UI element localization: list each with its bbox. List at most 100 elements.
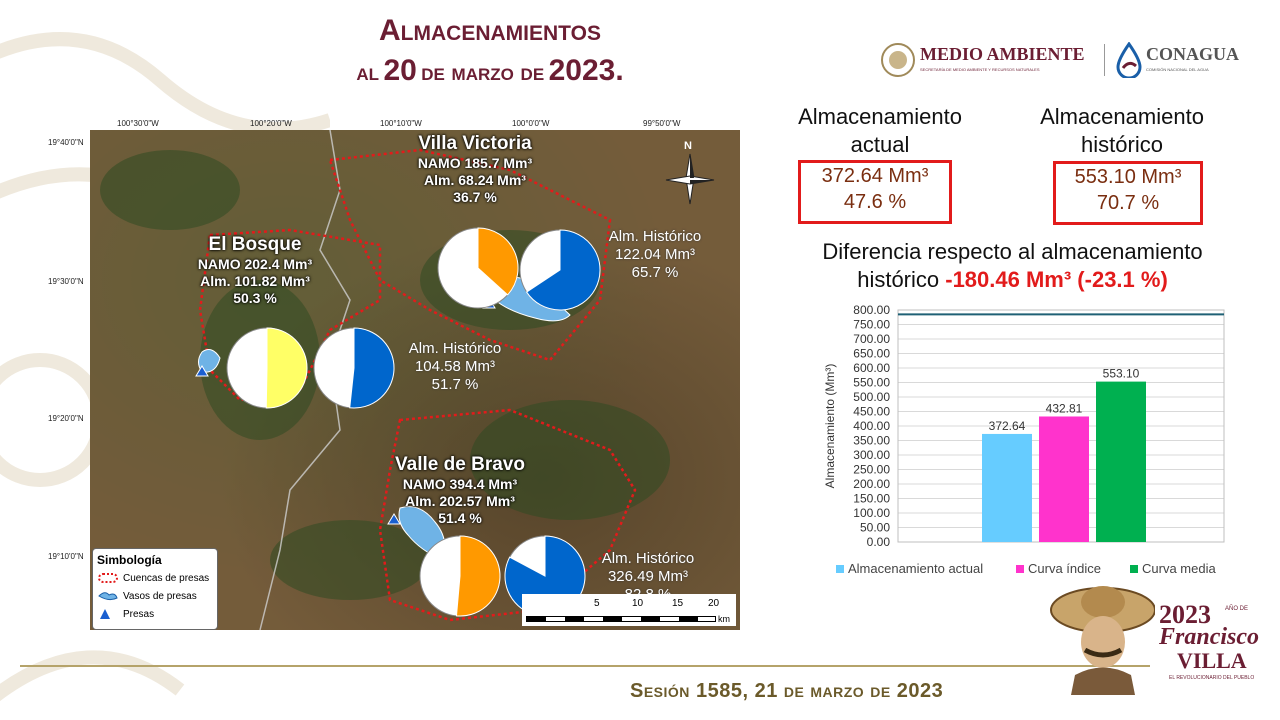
- y-tick-label: 250.00: [853, 463, 890, 477]
- difference-line-1: Diferencia respecto al almacenamiento: [822, 239, 1203, 264]
- el-bosque-label: El Bosque NAMO 202.4 Mm³ Alm. 101.82 Mm³…: [197, 234, 313, 306]
- el-bosque-current-pie: [226, 327, 308, 409]
- legend-swatch: [836, 565, 844, 573]
- villa-victoria-current-pie-slice: [477, 227, 519, 296]
- bar-1: [1039, 416, 1089, 542]
- y-tick-label: 550.00: [853, 376, 890, 390]
- dam-triangle-icon: [100, 609, 110, 619]
- session-footer: Sesión 1585, 21 de marzo de 2023: [630, 680, 944, 702]
- y-tick-label: 150.00: [853, 492, 890, 506]
- el-bosque-current-pie-slice: [265, 327, 308, 409]
- coord-left-3: 19°20'0"N: [48, 414, 84, 423]
- reservoir-shape-icon: [98, 592, 118, 601]
- coord-top-5: 99°50'0"W: [643, 119, 681, 128]
- el-bosque-reservoir: [198, 349, 221, 373]
- francisco-villa-portrait-icon: [1050, 586, 1155, 695]
- title-year: 2023.: [548, 54, 624, 87]
- government-logos: MEDIO AMBIENTE SECRETARÍA DE MEDIO AMBIE…: [880, 40, 1250, 84]
- valle-de-bravo-label: Valle de Bravo NAMO 394.4 Mm³ Alm. 202.5…: [395, 454, 525, 526]
- villa-victoria-historic-pie-slice: [525, 229, 601, 311]
- y-tick-label: 0.00: [867, 535, 891, 549]
- north-label: N: [684, 140, 692, 152]
- villa-victoria-basin: [328, 148, 612, 362]
- reservoir-pie-charts: [226, 227, 601, 617]
- legend-swatch: [1130, 565, 1138, 573]
- legend-label: Curva índice: [1028, 561, 1101, 576]
- title-mid: de marzo de: [421, 59, 545, 86]
- title-day: 20: [383, 54, 417, 87]
- scale-10: 10: [632, 598, 644, 609]
- bar-0: [982, 433, 1032, 542]
- badge-year: 2023: [1159, 600, 1211, 629]
- coord-top-1: 100°30'0"W: [117, 119, 159, 128]
- y-tick-label: 600.00: [853, 361, 890, 375]
- y-tick-label: 700.00: [853, 332, 890, 346]
- valle-de-bravo-current-pie: [419, 535, 501, 617]
- difference-text: Diferencia respecto al almacenamiento hi…: [765, 238, 1260, 294]
- y-tick-label: 750.00: [853, 318, 890, 332]
- villa-victoria-current-pie: [437, 227, 519, 309]
- coord-left-4: 19°10'0"N: [48, 552, 84, 561]
- coord-left-1: 19°40'0"N: [48, 138, 84, 147]
- mexico-seal-icon: [881, 43, 915, 77]
- scale-20: 20: [708, 598, 720, 609]
- y-tick-label: 800.00: [853, 303, 890, 317]
- valle-de-bravo-dam-icon: [387, 513, 401, 525]
- conagua-drop-icon: [1116, 42, 1142, 78]
- bar-value-label: 372.64: [989, 419, 1026, 433]
- y-tick-label: 650.00: [853, 347, 890, 361]
- title-line-1: Almacenamientos: [379, 14, 601, 47]
- coord-top-3: 100°10'0"W: [380, 119, 422, 128]
- coord-top-2: 100°20'0"W: [250, 119, 292, 128]
- bar-2: [1096, 381, 1146, 542]
- legend-label: Almacenamiento actual: [848, 561, 983, 576]
- scale-15: 15: [672, 598, 684, 609]
- legend-item-basins: Cuencas de presas: [97, 569, 217, 587]
- map-legend: Simbología Cuencas de presas Vasos de pr…: [92, 548, 218, 630]
- y-axis-label: Almacenamiento (Mm³): [823, 364, 837, 489]
- page-subtitle: al 20 de marzo de 2023.: [230, 54, 750, 88]
- el-bosque-historic-pie: [313, 327, 395, 409]
- villa-victoria-historic-label: Alm. Histórico 122.04 Mm³ 65.7 %: [608, 228, 702, 281]
- badge-name-villa: VILLA: [1177, 648, 1247, 673]
- actual-storage-value: 372.64 Mm³: [821, 165, 929, 187]
- villa-victoria-label: Villa Victoria NAMO 185.7 Mm³ Alm. 68.24…: [417, 133, 533, 205]
- actual-storage-box: 372.64 Mm³ 47.6 %: [798, 160, 952, 224]
- scale-5: 5: [594, 598, 600, 609]
- page-title: Almacenamientos: [230, 14, 750, 48]
- map-terrain: [90, 130, 740, 630]
- coord-left-2: 19°30'0"N: [48, 277, 84, 286]
- y-tick-label: 450.00: [853, 405, 890, 419]
- y-tick-label: 350.00: [853, 434, 890, 448]
- actual-storage-label: Almacenamiento actual: [798, 104, 962, 157]
- legend-swatch: [1016, 565, 1024, 573]
- historic-storage-box: 553.10 Mm³ 70.7 %: [1053, 161, 1203, 225]
- scale-bar-graphic: [526, 616, 716, 622]
- actual-storage-percent: 47.6 %: [843, 191, 907, 213]
- y-tick-label: 400.00: [853, 419, 890, 433]
- villa-victoria-historic-pie: [519, 229, 601, 311]
- badge-motto: EL REVOLUCIONARIO DEL PUEBLO: [1169, 675, 1255, 681]
- storage-bar-chart: 0.0050.00100.00150.00200.00250.00300.003…: [823, 303, 1225, 576]
- medio-ambiente-logo-text: MEDIO AMBIENTE: [920, 44, 1085, 64]
- y-tick-label: 100.00: [853, 506, 890, 520]
- bar-value-label: 432.81: [1046, 401, 1083, 415]
- legend-item-reservoirs: Vasos de presas: [97, 587, 217, 605]
- francisco-villa-badge: 2023 AÑO DE Francisco VILLA EL REVOLUCIO…: [1045, 580, 1270, 695]
- legend-label: Curva media: [1142, 561, 1216, 576]
- conagua-subtitle: COMISIÓN NACIONAL DEL AGUA: [1146, 67, 1209, 72]
- el-bosque-dam-icon: [195, 365, 209, 377]
- y-tick-label: 500.00: [853, 390, 890, 404]
- el-bosque-historic-pie-slice: [349, 327, 395, 409]
- basin-outline-icon: [98, 573, 118, 583]
- medio-ambiente-subtitle: SECRETARÍA DE MEDIO AMBIENTE Y RECURSOS …: [920, 67, 1040, 72]
- historic-storage-value: 553.10 Mm³: [1074, 166, 1182, 188]
- difference-prefix: histórico: [857, 267, 940, 292]
- bar-value-label: 553.10: [1103, 367, 1140, 381]
- north-arrow-icon: [665, 153, 715, 205]
- historic-storage-label: Almacenamiento histórico: [1040, 104, 1204, 157]
- difference-value: -180.46 Mm³ (-23.1 %): [945, 267, 1168, 292]
- y-tick-label: 200.00: [853, 477, 890, 491]
- el-bosque-historic-label: Alm. Histórico 104.58 Mm³ 51.7 %: [408, 340, 502, 393]
- coord-top-4: 100°0'0"W: [512, 119, 550, 128]
